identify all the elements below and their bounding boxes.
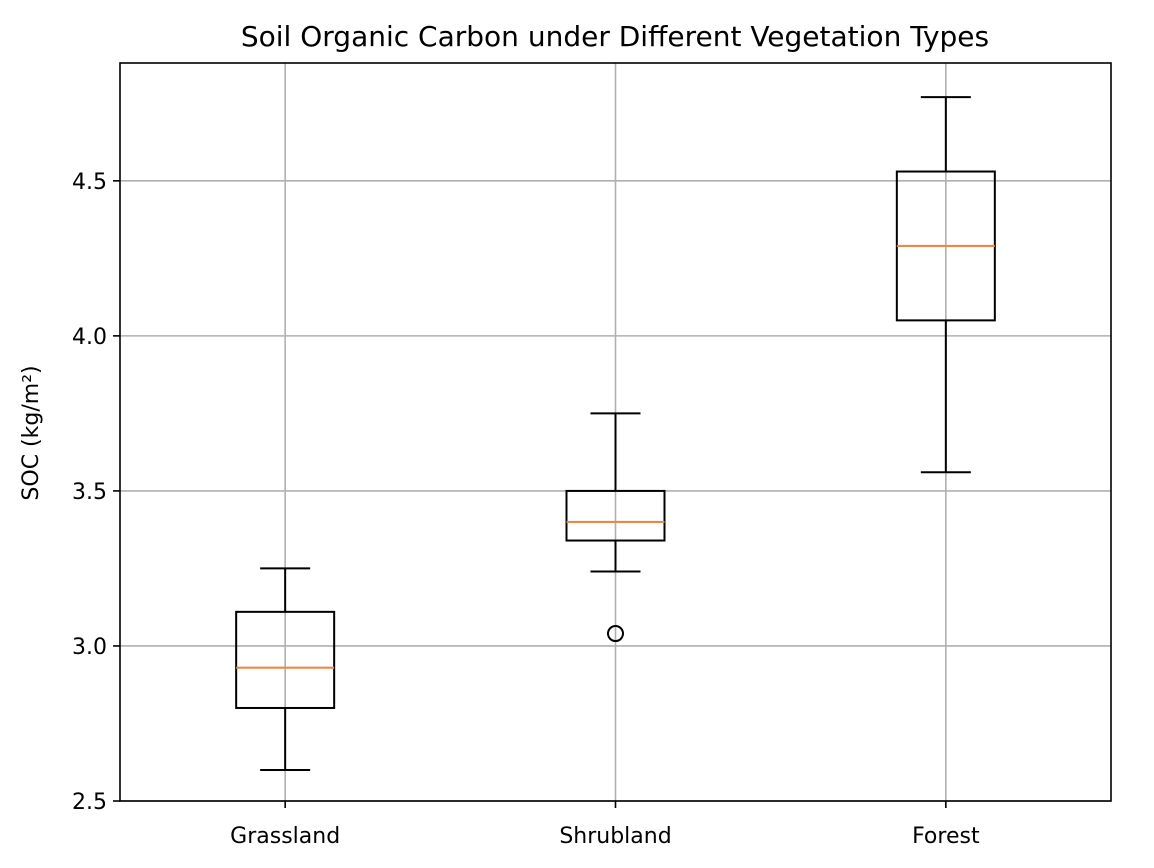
box-group-forest: [895, 96, 996, 474]
box-group-shrubland: [565, 412, 666, 643]
iqr-box: [235, 610, 336, 709]
box-layer: [235, 96, 996, 771]
x-tick-label: Forest: [912, 824, 980, 849]
y-tick-label: 4.0: [72, 325, 107, 350]
y-tick-label: 2.5: [72, 790, 107, 815]
x-tick-label: Grassland: [230, 824, 340, 849]
tick-layer: 2.5 3.0 3.5 4.0 4.5 Grassland Shrubland Forest: [72, 170, 980, 849]
y-axis-label: SOC (kg/m²): [19, 365, 44, 500]
x-tick-label: Shrubland: [559, 824, 671, 849]
outlier-point: [607, 625, 624, 643]
box-group-grassland: [235, 567, 336, 771]
y-tick-label: 4.5: [72, 170, 107, 195]
iqr-box: [565, 489, 666, 542]
y-tick-label: 3.0: [72, 635, 107, 660]
chart-title: Soil Organic Carbon under Different Vege…: [241, 20, 989, 53]
y-tick-label: 3.5: [72, 480, 107, 505]
